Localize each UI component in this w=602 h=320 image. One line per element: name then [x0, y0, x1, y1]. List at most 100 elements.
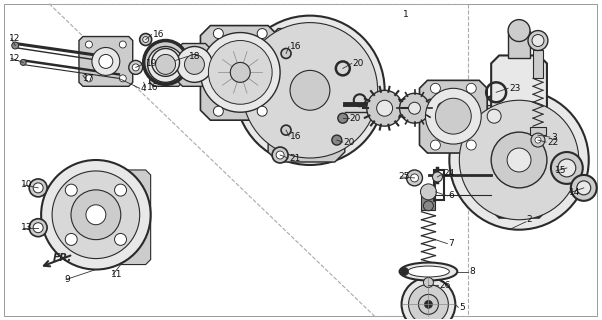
- Text: 20: 20: [344, 138, 355, 147]
- Text: 15: 15: [555, 166, 566, 175]
- Circle shape: [281, 125, 291, 135]
- Circle shape: [208, 41, 272, 104]
- Circle shape: [467, 83, 476, 93]
- Text: 20: 20: [350, 114, 361, 123]
- Circle shape: [430, 83, 441, 93]
- Text: 7: 7: [448, 239, 454, 248]
- Circle shape: [119, 41, 126, 48]
- Circle shape: [535, 137, 541, 143]
- Circle shape: [143, 36, 149, 43]
- Circle shape: [487, 109, 501, 123]
- Ellipse shape: [400, 262, 458, 280]
- Circle shape: [242, 23, 377, 158]
- Bar: [530, 127, 546, 135]
- Circle shape: [332, 135, 342, 145]
- Text: 24: 24: [444, 169, 455, 179]
- Circle shape: [20, 60, 26, 65]
- Circle shape: [29, 219, 47, 237]
- Circle shape: [152, 49, 179, 76]
- Text: 18: 18: [188, 52, 200, 61]
- Polygon shape: [150, 44, 182, 86]
- Circle shape: [459, 100, 579, 220]
- Circle shape: [231, 62, 250, 82]
- Circle shape: [12, 42, 19, 49]
- Bar: [533, 51, 543, 78]
- Bar: [508, 31, 530, 59]
- Circle shape: [99, 54, 113, 68]
- Circle shape: [449, 90, 589, 230]
- Text: 26: 26: [439, 281, 451, 290]
- Circle shape: [409, 102, 420, 114]
- Circle shape: [426, 88, 481, 144]
- Circle shape: [85, 41, 93, 48]
- Text: FR.: FR.: [53, 252, 72, 263]
- Text: 16: 16: [290, 42, 302, 51]
- Text: 22: 22: [547, 138, 558, 147]
- Circle shape: [33, 223, 43, 233]
- Circle shape: [531, 133, 545, 147]
- Polygon shape: [420, 80, 487, 153]
- Circle shape: [438, 102, 449, 114]
- Text: 6: 6: [448, 191, 454, 200]
- Text: 8: 8: [470, 267, 475, 276]
- Circle shape: [551, 152, 583, 184]
- Circle shape: [532, 35, 544, 46]
- Circle shape: [402, 277, 455, 320]
- Circle shape: [290, 70, 330, 110]
- Circle shape: [86, 205, 106, 225]
- Text: 16: 16: [153, 30, 164, 39]
- Circle shape: [184, 54, 205, 74]
- Bar: [421, 188, 435, 210]
- Circle shape: [577, 181, 591, 195]
- Circle shape: [156, 54, 176, 74]
- Circle shape: [367, 90, 403, 126]
- Circle shape: [132, 64, 139, 71]
- Circle shape: [147, 46, 184, 82]
- Circle shape: [92, 47, 120, 76]
- Circle shape: [281, 49, 291, 59]
- Circle shape: [213, 106, 223, 116]
- Text: 13: 13: [21, 223, 33, 232]
- Circle shape: [467, 140, 476, 150]
- Text: 21: 21: [289, 154, 300, 163]
- Circle shape: [276, 151, 284, 159]
- Circle shape: [41, 160, 150, 269]
- Circle shape: [411, 174, 418, 182]
- Circle shape: [144, 41, 187, 84]
- Circle shape: [129, 60, 143, 74]
- Text: 16: 16: [147, 83, 158, 92]
- Circle shape: [257, 28, 267, 38]
- Circle shape: [418, 294, 438, 314]
- Circle shape: [409, 284, 448, 320]
- Text: 1: 1: [403, 10, 408, 19]
- Circle shape: [528, 31, 548, 51]
- Circle shape: [52, 171, 140, 259]
- Text: 2: 2: [526, 215, 532, 224]
- Circle shape: [114, 233, 126, 245]
- Text: 25: 25: [399, 172, 410, 181]
- Text: 9: 9: [64, 275, 70, 284]
- Circle shape: [176, 46, 213, 82]
- Polygon shape: [179, 44, 209, 86]
- Circle shape: [114, 184, 126, 196]
- Circle shape: [558, 159, 576, 177]
- Circle shape: [29, 179, 47, 197]
- Circle shape: [406, 170, 423, 186]
- Bar: [435, 100, 452, 116]
- Circle shape: [272, 147, 288, 163]
- Text: 16: 16: [290, 132, 302, 140]
- Text: 17: 17: [83, 74, 95, 83]
- Text: 19: 19: [146, 59, 157, 68]
- Circle shape: [213, 28, 223, 38]
- Circle shape: [140, 34, 152, 45]
- Circle shape: [400, 93, 429, 123]
- Circle shape: [430, 140, 441, 150]
- Text: 12: 12: [9, 34, 20, 43]
- Circle shape: [119, 75, 126, 82]
- Text: 14: 14: [569, 188, 580, 197]
- Text: 23: 23: [509, 84, 521, 93]
- Text: 12: 12: [9, 54, 20, 63]
- Text: 5: 5: [459, 303, 465, 312]
- Polygon shape: [268, 28, 345, 162]
- Circle shape: [85, 75, 93, 82]
